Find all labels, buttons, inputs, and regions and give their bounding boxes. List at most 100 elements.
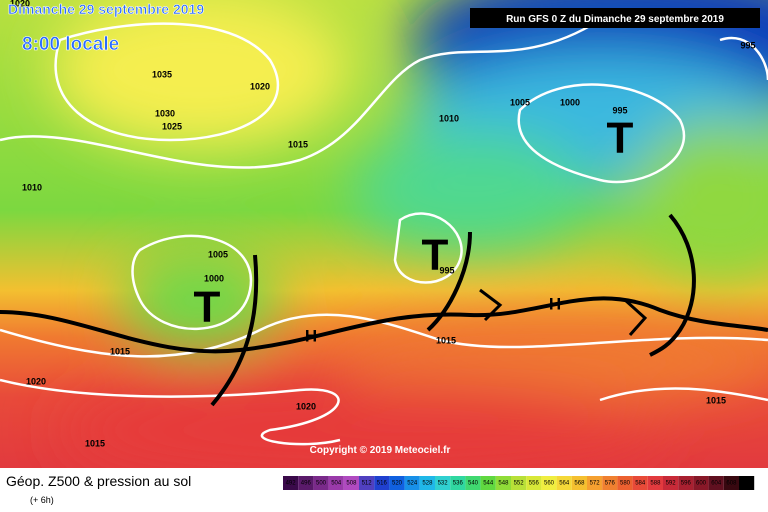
scale-swatch [587,476,603,490]
scale-swatch [526,476,542,490]
isobar-label: 1005 [510,97,530,107]
scale-swatch [480,476,496,490]
low-symbol: T [194,283,221,332]
scale-label: 500 [316,481,327,487]
scale-swatch [571,476,587,490]
scale-swatch [541,476,557,490]
scale-swatch [450,476,466,490]
scale-swatch [708,476,724,490]
isobar-label: 1020 [296,401,316,411]
legend-title: Géop. Z500 & pression au sol [6,473,191,489]
isobar-label: 1015 [436,335,456,345]
scale-label: 576 [605,481,616,487]
scale-swatch [632,476,648,490]
color-scale: 492 496 500 504 508 512 516 520 524 528 532 536 540 5… [283,476,755,490]
scale-label: 536 [453,481,464,487]
scale-swatch [663,476,679,490]
scale-label: 560 [544,481,555,487]
scale-label: 496 [301,481,312,487]
scale-swatch [723,476,739,490]
scale-label: 520 [392,481,403,487]
scale-swatch [647,476,663,490]
high-symbol: H [305,326,317,345]
scale-label: 504 [331,481,342,487]
run-box [470,8,760,28]
isobar-label: 995 [439,265,454,275]
scale-swatch [404,476,420,490]
scale-label: 552 [514,481,525,487]
scale-swatch [283,476,299,490]
low-symbol: T [422,231,449,280]
isobar-label: 1015 [85,438,105,448]
isobar-label: 1030 [155,108,175,118]
scale-label: 556 [529,481,540,487]
scale-label: 568 [574,481,585,487]
low-symbol: T [607,114,634,163]
scale-label: 592 [666,481,677,487]
scale-label: 512 [362,481,373,487]
scale-swatch [495,476,511,490]
scale-swatch [298,476,314,490]
isobar-label: 995 [740,40,755,50]
isobar-label: 1000 [204,273,224,283]
isobar-label: 1020 [10,0,30,8]
copyright: Copyright © 2019 Meteociel.fr [310,445,451,456]
scale-swatch [678,476,694,490]
scale-swatch [435,476,451,490]
isobar-label: 1015 [288,139,308,149]
scale-swatch [511,476,527,490]
isobar-label: 995 [612,105,627,115]
scale-label: 532 [438,481,449,487]
scale-swatch [739,476,755,490]
isobar-label: 1020 [26,376,46,386]
isobar-label: 1010 [439,113,459,123]
scale-swatch [313,476,329,490]
scale-label: 492 [286,481,297,487]
high-symbol: H [549,294,561,313]
isobar-label: 1015 [706,395,726,405]
scale-label: 528 [422,481,433,487]
scale-label: 604 [711,481,722,487]
isobar-labels: 1020 1035 1020 1030 1025 1015 1010 1005 … [10,0,756,448]
scale-label: 584 [635,481,646,487]
scale-label: 612 [742,481,753,487]
date-title: Dimanche 29 septembre 2019 [8,1,204,17]
scale-label: 540 [468,481,479,487]
isobar-label: 1015 [110,346,130,356]
fronts [0,213,768,407]
scale-swatch [419,476,435,490]
isobar-label: 1020 [250,81,270,91]
scale-label: 516 [377,481,388,487]
isobar-label: 1035 [152,69,172,79]
scale-label: 564 [559,481,570,487]
scale-label: 508 [346,481,357,487]
time-title: 8:00 locale [22,34,119,55]
scale-swatch [465,476,481,490]
scale-swatch [328,476,344,490]
scale-swatch [389,476,405,490]
isobar-label: 1010 [22,182,42,192]
isobar-label: 1025 [162,121,182,131]
scale-label: 548 [498,481,509,487]
isobar-label: 1005 [208,249,228,259]
map-background: 1020 1035 1020 1030 1025 1015 1010 1005 … [0,0,768,468]
run-label: Run GFS 0 Z du Dimanche 29 septembre 201… [506,14,724,25]
scale-swatch [617,476,633,490]
scale-label: 544 [483,481,494,487]
scale-label: 580 [620,481,631,487]
isobar-lines [0,18,768,446]
scale-label: 608 [726,481,737,487]
scale-label: 600 [696,481,707,487]
scale-swatch [556,476,572,490]
scale-swatch [602,476,618,490]
scale-label: 596 [681,481,692,487]
scale-swatch [693,476,709,490]
scale-label: 588 [650,481,661,487]
isobar-label: 1000 [560,97,580,107]
scale-label: 524 [407,481,418,487]
scale-label: 572 [590,481,601,487]
scale-swatch [343,476,359,490]
scale-swatch [359,476,375,490]
scale-swatch [374,476,390,490]
